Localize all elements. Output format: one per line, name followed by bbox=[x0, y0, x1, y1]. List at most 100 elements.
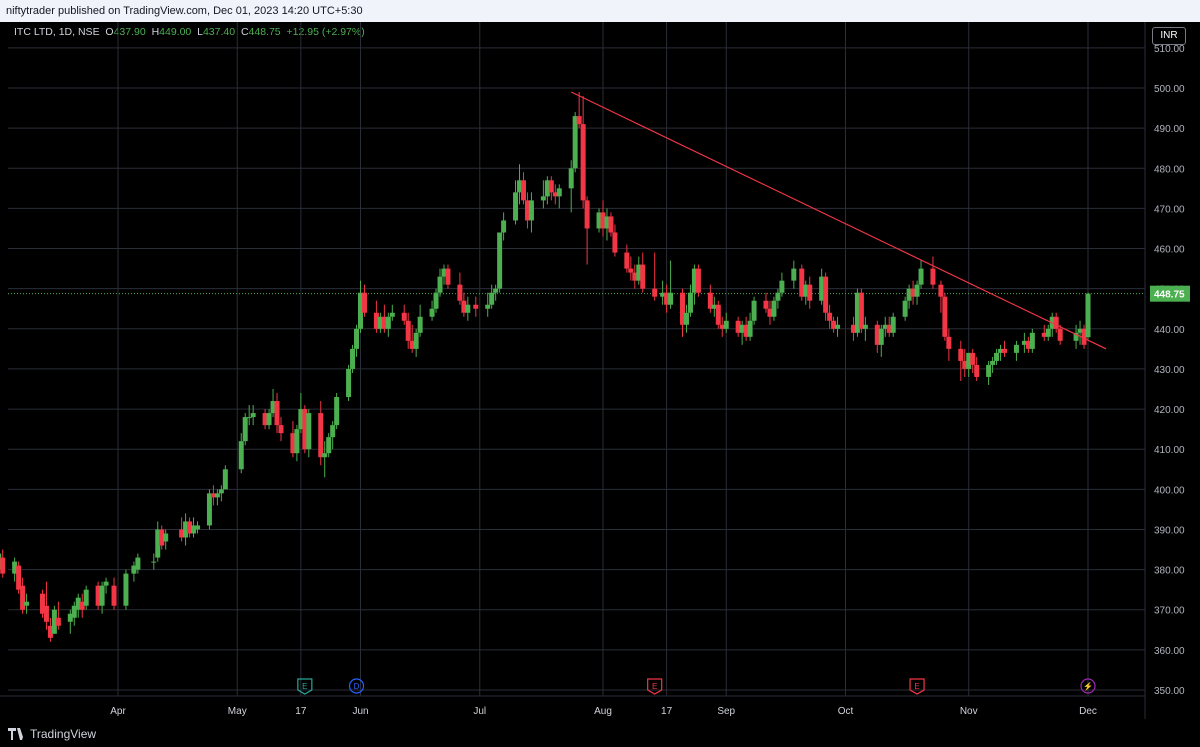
time-tick-label: Nov bbox=[960, 706, 978, 717]
candle-body bbox=[1002, 348, 1008, 353]
candle bbox=[16, 561, 22, 594]
candle-body bbox=[155, 529, 161, 558]
candle-body bbox=[807, 284, 813, 301]
candle bbox=[878, 324, 884, 357]
price-tick-label: 410.00 bbox=[1154, 445, 1185, 456]
candle bbox=[71, 601, 77, 626]
candle-body bbox=[123, 573, 129, 606]
candle-body bbox=[660, 292, 666, 297]
candle-body bbox=[1081, 328, 1087, 345]
candle bbox=[938, 280, 944, 313]
candle bbox=[687, 284, 693, 317]
time-axis[interactable]: Apr May 17 Jun Jul Aug 17 Sep Oct Nov Dec bbox=[110, 706, 1097, 717]
symbol-title[interactable]: ITC LTD, 1D, NSE bbox=[14, 26, 100, 38]
candle bbox=[735, 316, 741, 337]
candle bbox=[640, 252, 646, 293]
candle-body bbox=[819, 276, 825, 301]
candle bbox=[739, 320, 745, 345]
trendline[interactable] bbox=[570, 91, 1107, 350]
candle-body bbox=[222, 469, 228, 490]
candle bbox=[636, 256, 642, 285]
candle bbox=[334, 393, 340, 430]
candle-body bbox=[330, 425, 336, 438]
candle bbox=[429, 300, 435, 321]
candle-body bbox=[628, 268, 634, 273]
candle-body bbox=[99, 585, 105, 606]
candle bbox=[747, 312, 753, 341]
candle-body bbox=[195, 525, 201, 530]
candle-body bbox=[322, 453, 328, 458]
candle-body bbox=[835, 324, 841, 329]
time-tick-label: Oct bbox=[838, 706, 854, 717]
candle bbox=[517, 164, 523, 205]
candle-body bbox=[938, 284, 944, 297]
candle bbox=[771, 296, 777, 321]
candle-body bbox=[274, 401, 280, 426]
candle-body bbox=[779, 280, 785, 293]
candle bbox=[906, 284, 912, 309]
candle bbox=[354, 324, 360, 357]
candle-body bbox=[210, 493, 216, 498]
event-marker-label: ⚡ bbox=[1083, 681, 1093, 691]
candle-body bbox=[246, 417, 252, 419]
candle bbox=[326, 433, 332, 458]
candle bbox=[350, 344, 356, 373]
candle bbox=[779, 272, 785, 297]
event-marker-badge bbox=[647, 678, 663, 695]
candle bbox=[465, 296, 471, 321]
event-marker-badge bbox=[909, 678, 925, 695]
candle-body bbox=[103, 581, 109, 586]
candle bbox=[377, 312, 383, 333]
candle-body bbox=[695, 268, 701, 293]
candlestick-chart[interactable]: E D E E ⚡ 510.00 500.00 490.00 480.00 470.00 460.… bbox=[0, 22, 1200, 721]
candle-body bbox=[719, 324, 725, 329]
candle-body bbox=[568, 168, 574, 189]
candle-body bbox=[409, 340, 415, 349]
candle bbox=[381, 304, 387, 333]
tradingview-logo[interactable]: TradingView bbox=[8, 727, 96, 741]
candle-body bbox=[373, 312, 379, 329]
candle-body bbox=[47, 625, 53, 638]
candle bbox=[1013, 340, 1019, 361]
candle-body bbox=[572, 116, 578, 169]
candle-body bbox=[540, 196, 546, 201]
candle bbox=[604, 208, 610, 241]
candle-body bbox=[580, 124, 586, 201]
candle bbox=[723, 312, 729, 333]
candle bbox=[743, 316, 749, 341]
candle bbox=[890, 312, 896, 337]
candle bbox=[719, 316, 725, 337]
candle-body bbox=[556, 188, 562, 197]
candle bbox=[43, 581, 49, 630]
published-text: niftytrader published on TradingView.com… bbox=[6, 5, 363, 17]
candle bbox=[441, 264, 447, 285]
candle-body bbox=[962, 360, 968, 369]
candle bbox=[1081, 324, 1087, 349]
candle-body bbox=[771, 300, 777, 317]
candle bbox=[389, 304, 395, 321]
candle-body bbox=[528, 200, 534, 221]
candle bbox=[322, 441, 328, 478]
candle-body bbox=[111, 585, 117, 606]
candle bbox=[401, 304, 407, 325]
price-axis[interactable]: 510.00500.00490.00480.00470.00460.00450.… bbox=[1150, 44, 1190, 697]
currency-button[interactable]: INR bbox=[1152, 27, 1186, 45]
change-value: +12.95 (+2.97%) bbox=[286, 26, 365, 38]
candle bbox=[51, 605, 57, 634]
candle-body bbox=[71, 605, 77, 618]
candle-body bbox=[664, 292, 670, 305]
time-tick-label: May bbox=[228, 706, 247, 717]
candle-body bbox=[520, 180, 526, 201]
candle bbox=[103, 577, 109, 594]
event-marker-label: E bbox=[652, 682, 657, 691]
candle-body bbox=[799, 268, 805, 297]
open-value: 437.90 bbox=[113, 26, 146, 38]
candle bbox=[612, 224, 618, 257]
last-price-label: 448.75 bbox=[1154, 290, 1185, 301]
candle bbox=[346, 364, 352, 402]
candle bbox=[552, 184, 558, 205]
candle-body bbox=[0, 557, 6, 574]
candle bbox=[660, 280, 666, 305]
candle bbox=[206, 489, 212, 530]
candle-body bbox=[493, 288, 499, 293]
